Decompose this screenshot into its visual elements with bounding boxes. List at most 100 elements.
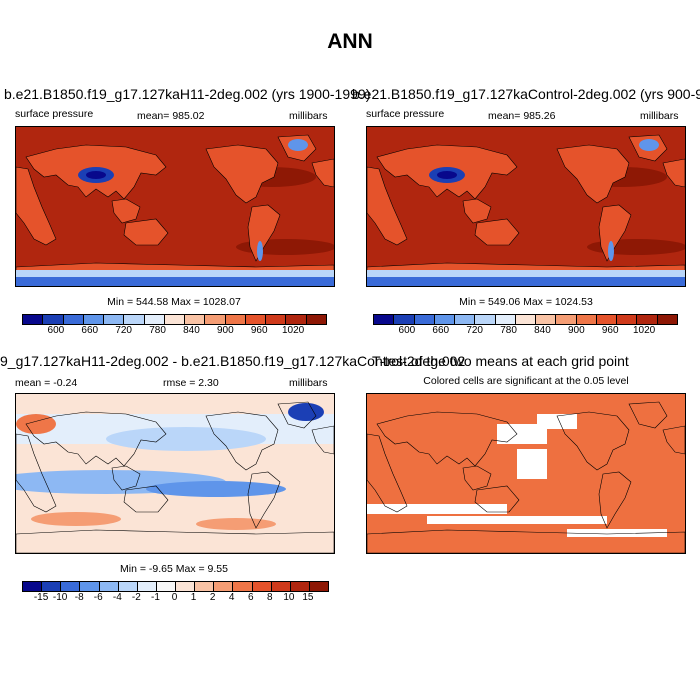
colorbar-swatch <box>286 315 307 324</box>
colorbar-swatch <box>23 315 44 324</box>
colorbar-tick-label: -2 <box>131 592 141 603</box>
coastline <box>462 465 492 491</box>
andes-low-pressure <box>608 241 614 261</box>
panel-difference-mean: mean = -0.24 <box>15 377 78 389</box>
colorbar-swatch <box>556 315 577 324</box>
colorbar-swatch <box>164 315 186 324</box>
colorbar-swatch <box>596 315 618 324</box>
land-field <box>111 198 141 224</box>
panel-control-colorbar-ticks: 600 660 720 780 840 900 960 1020 <box>373 325 678 337</box>
colorbar-tick-label: -15 <box>33 592 49 603</box>
colorbar-tick-label: 0 <box>171 592 178 603</box>
colorbar-swatch <box>657 315 677 324</box>
coastline <box>111 465 141 491</box>
panel-case-units: millibars <box>289 110 328 122</box>
colorbar-swatch <box>205 315 226 324</box>
colorbar-tick-label: 660 <box>432 325 450 336</box>
land-field <box>16 166 57 246</box>
land-field <box>123 218 169 246</box>
land-field <box>367 166 408 246</box>
coastline <box>277 401 317 429</box>
colorbar-tick-label: 960 <box>250 325 268 336</box>
colorbar-swatch <box>137 582 157 591</box>
coastline <box>367 529 685 553</box>
colorbar-swatch <box>83 315 105 324</box>
positive-anomaly <box>196 518 276 530</box>
insignificant-cells <box>537 414 577 429</box>
coastline <box>628 401 668 429</box>
panel-control-title: b.e21.B1850.f19_g17.127kaControl-2deg.00… <box>352 86 700 102</box>
colorbar-swatch <box>104 315 125 324</box>
panel-control-colorbar <box>373 314 678 325</box>
colorbar-swatch <box>637 315 658 324</box>
colorbar-swatch <box>80 582 100 591</box>
coastline <box>474 485 520 513</box>
panel-case-colorbar <box>22 314 327 325</box>
colorbar-tick-label: 600 <box>47 325 65 336</box>
insignificant-cells <box>427 516 607 524</box>
colorbar-swatch <box>99 582 119 591</box>
greenland-low-pressure <box>288 139 308 151</box>
colorbar-swatch <box>617 315 638 324</box>
panel-difference-colorbar <box>22 581 329 592</box>
colorbar-swatch <box>195 582 215 591</box>
greenland-anomaly <box>288 403 324 421</box>
colorbar-swatch <box>61 582 81 591</box>
colorbar-swatch <box>144 315 165 324</box>
panel-difference-units: millibars <box>289 377 328 389</box>
land-field <box>662 158 685 188</box>
colorbar-tick-label: -4 <box>112 592 122 603</box>
colorbar-tick-label: 840 <box>534 325 551 336</box>
panel-control-map <box>366 126 686 287</box>
insignificant-cells <box>367 504 507 514</box>
colorbar-swatch <box>252 582 272 591</box>
colorbar-swatch <box>309 582 328 591</box>
coastline <box>367 433 408 513</box>
colorbar-tick-label: 780 <box>500 325 517 336</box>
ttest-map-svg <box>367 394 685 553</box>
insignificant-cells <box>497 424 547 444</box>
colorbar-tick-label: 15 <box>302 592 314 603</box>
insignificant-cells <box>567 529 667 537</box>
negative-anomaly <box>146 481 286 497</box>
panel-case-colorbar-ticks: 600 660 720 780 840 900 960 1020 <box>22 325 327 337</box>
panel-difference-minmax: Min = -9.65 Max = 9.55 <box>120 563 228 575</box>
colorbar-swatch <box>434 315 456 324</box>
insignificant-cells <box>517 449 547 479</box>
positive-anomaly <box>16 414 56 434</box>
coastline <box>598 471 632 529</box>
coastline <box>556 411 630 471</box>
colorbar-swatch <box>576 315 597 324</box>
colorbar-swatch <box>306 315 326 324</box>
colorbar-tick-label: 4 <box>228 592 235 603</box>
case-map-svg <box>16 127 334 286</box>
panel-control-variable: surface pressure <box>366 108 445 120</box>
tibet-low-pressure-core <box>86 171 106 179</box>
colorbar-swatch <box>394 315 415 324</box>
positive-anomaly <box>31 512 121 526</box>
colorbar-swatch <box>43 315 64 324</box>
land-field <box>462 198 492 224</box>
coastline <box>311 425 334 455</box>
panel-difference-colorbar-ticks: -15 -10 -8 -6 -4 -2 -1 0 1 2 4 6 8 10 15 <box>22 592 327 604</box>
colorbar-tick-label: 6 <box>247 592 254 603</box>
colorbar-tick-label: -1 <box>150 592 160 603</box>
coastline <box>123 485 169 513</box>
colorbar-swatch <box>475 315 496 324</box>
panel-ttest-title: T-test of the two means at each grid poi… <box>372 353 629 369</box>
panel-case-map <box>15 126 335 287</box>
colorbar-swatch <box>536 315 557 324</box>
colorbar-tick-label: -6 <box>93 592 103 603</box>
andes-low-pressure <box>257 241 263 261</box>
colorbar-swatch <box>233 582 253 591</box>
colorbar-swatch <box>124 315 145 324</box>
panel-ttest-map <box>366 393 686 554</box>
colorbar-tick-label: 1020 <box>281 325 305 336</box>
coastline <box>16 529 334 553</box>
colorbar-tick-label: 900 <box>216 325 234 336</box>
antarctica-low-pressure-core <box>367 277 685 286</box>
colorbar-swatch <box>374 315 395 324</box>
colorbar-tick-label: 10 <box>283 592 295 603</box>
figure-title: ANN <box>327 30 373 53</box>
colorbar-swatch <box>118 582 138 591</box>
